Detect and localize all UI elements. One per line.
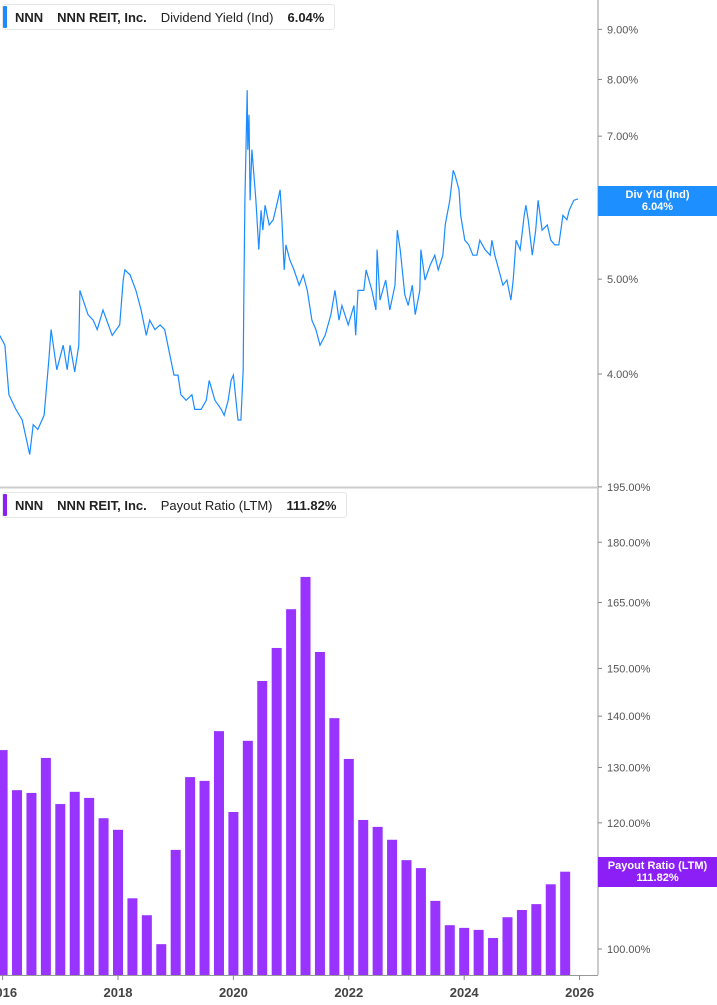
payout-bar bbox=[329, 718, 340, 975]
legend-value: 111.82% bbox=[286, 497, 337, 513]
x-tick-label: 2022 bbox=[334, 985, 363, 1000]
y-tick-label: 8.00% bbox=[607, 74, 638, 86]
x-tick-label: 2018 bbox=[104, 985, 133, 1000]
tag-label: Payout Ratio (LTM) bbox=[607, 860, 708, 872]
payout-bar bbox=[127, 898, 138, 975]
payout-bar bbox=[98, 818, 109, 975]
payout-bar bbox=[257, 680, 268, 975]
y-tick-label: 7.00% bbox=[607, 131, 638, 143]
y-tick-label: 150.00% bbox=[607, 663, 651, 675]
payout-bar bbox=[55, 804, 66, 975]
y-tick-label: 165.00% bbox=[607, 597, 651, 609]
y-tick-label: 195.00% bbox=[607, 482, 651, 494]
payout-bar bbox=[170, 849, 181, 975]
y-tick-label: 9.00% bbox=[607, 24, 638, 36]
payout-bar bbox=[430, 900, 441, 975]
legend-company: NNN REIT, Inc. bbox=[57, 497, 147, 513]
payout-last-value-tag: Payout Ratio (LTM) 111.82% bbox=[598, 857, 717, 887]
payout-bar bbox=[401, 860, 412, 975]
legend-value: 6.04% bbox=[287, 9, 325, 25]
payout-bar bbox=[473, 929, 484, 975]
payout-bar bbox=[40, 757, 51, 975]
legend-metric: Dividend Yield (Ind) bbox=[160, 9, 274, 25]
payout-bar bbox=[213, 731, 224, 975]
payout-bar bbox=[26, 792, 37, 975]
payout-bar bbox=[286, 609, 297, 975]
yield-legend: NNN NNN REIT, Inc. Dividend Yield (Ind) … bbox=[2, 4, 336, 30]
y-tick-label: 5.00% bbox=[607, 274, 638, 286]
payout-bar bbox=[228, 811, 239, 975]
payout-bar bbox=[156, 944, 167, 975]
payout-bar bbox=[141, 915, 152, 975]
payout-bar bbox=[242, 740, 253, 975]
payout-bar bbox=[372, 826, 383, 975]
payout-legend: NNN NNN REIT, Inc. Payout Ratio (LTM) 11… bbox=[2, 492, 348, 518]
y-tick-label: 140.00% bbox=[607, 711, 651, 723]
legend-ticker: NNN bbox=[15, 497, 44, 513]
payout-bar bbox=[502, 917, 513, 975]
payout-bar bbox=[185, 777, 196, 975]
y-tick-label: 120.00% bbox=[607, 818, 651, 830]
payout-legend-color bbox=[3, 494, 7, 516]
x-tick-label: 2026 bbox=[565, 985, 594, 1000]
payout-bar bbox=[488, 938, 499, 975]
payout-bar bbox=[343, 758, 354, 975]
yield-last-value-tag: Div Yld (Ind) 6.04% bbox=[598, 186, 717, 216]
payout-bar bbox=[516, 909, 527, 975]
payout-bar bbox=[12, 790, 23, 975]
payout-bar bbox=[444, 925, 455, 975]
payout-bar bbox=[113, 829, 123, 975]
legend-company: NNN REIT, Inc. bbox=[57, 9, 147, 25]
tag-value: 111.82% bbox=[636, 872, 679, 884]
payout-bar bbox=[387, 839, 398, 975]
payout-bar bbox=[69, 791, 80, 975]
legend-metric: Payout Ratio (LTM) bbox=[160, 497, 273, 513]
y-tick-label: 100.00% bbox=[607, 944, 651, 956]
tag-value: 6.04% bbox=[641, 201, 674, 213]
legend-ticker: NNN bbox=[15, 9, 44, 25]
payout-bar bbox=[84, 797, 95, 975]
y-tick-label: 130.00% bbox=[607, 762, 651, 774]
payout-bar bbox=[0, 750, 8, 975]
x-tick-label: 2016 bbox=[0, 985, 17, 1000]
payout-bar bbox=[560, 871, 571, 975]
payout-bar bbox=[199, 780, 210, 975]
payout-bar bbox=[531, 904, 542, 975]
payout-bar bbox=[271, 647, 282, 975]
y-tick-label: 4.00% bbox=[607, 369, 638, 381]
tag-label: Div Yld (Ind) bbox=[625, 189, 690, 201]
yield-legend-color bbox=[3, 6, 7, 28]
dividend-yield-line bbox=[0, 90, 579, 455]
x-tick-label: 2020 bbox=[219, 985, 248, 1000]
payout-bar bbox=[545, 884, 556, 975]
payout-bar bbox=[314, 652, 325, 975]
payout-bar bbox=[459, 927, 470, 975]
x-tick-label: 2024 bbox=[450, 985, 480, 1000]
payout-bar bbox=[358, 819, 369, 975]
payout-bar bbox=[300, 576, 311, 975]
y-tick-label: 180.00% bbox=[607, 537, 651, 549]
payout-bar bbox=[415, 868, 426, 975]
